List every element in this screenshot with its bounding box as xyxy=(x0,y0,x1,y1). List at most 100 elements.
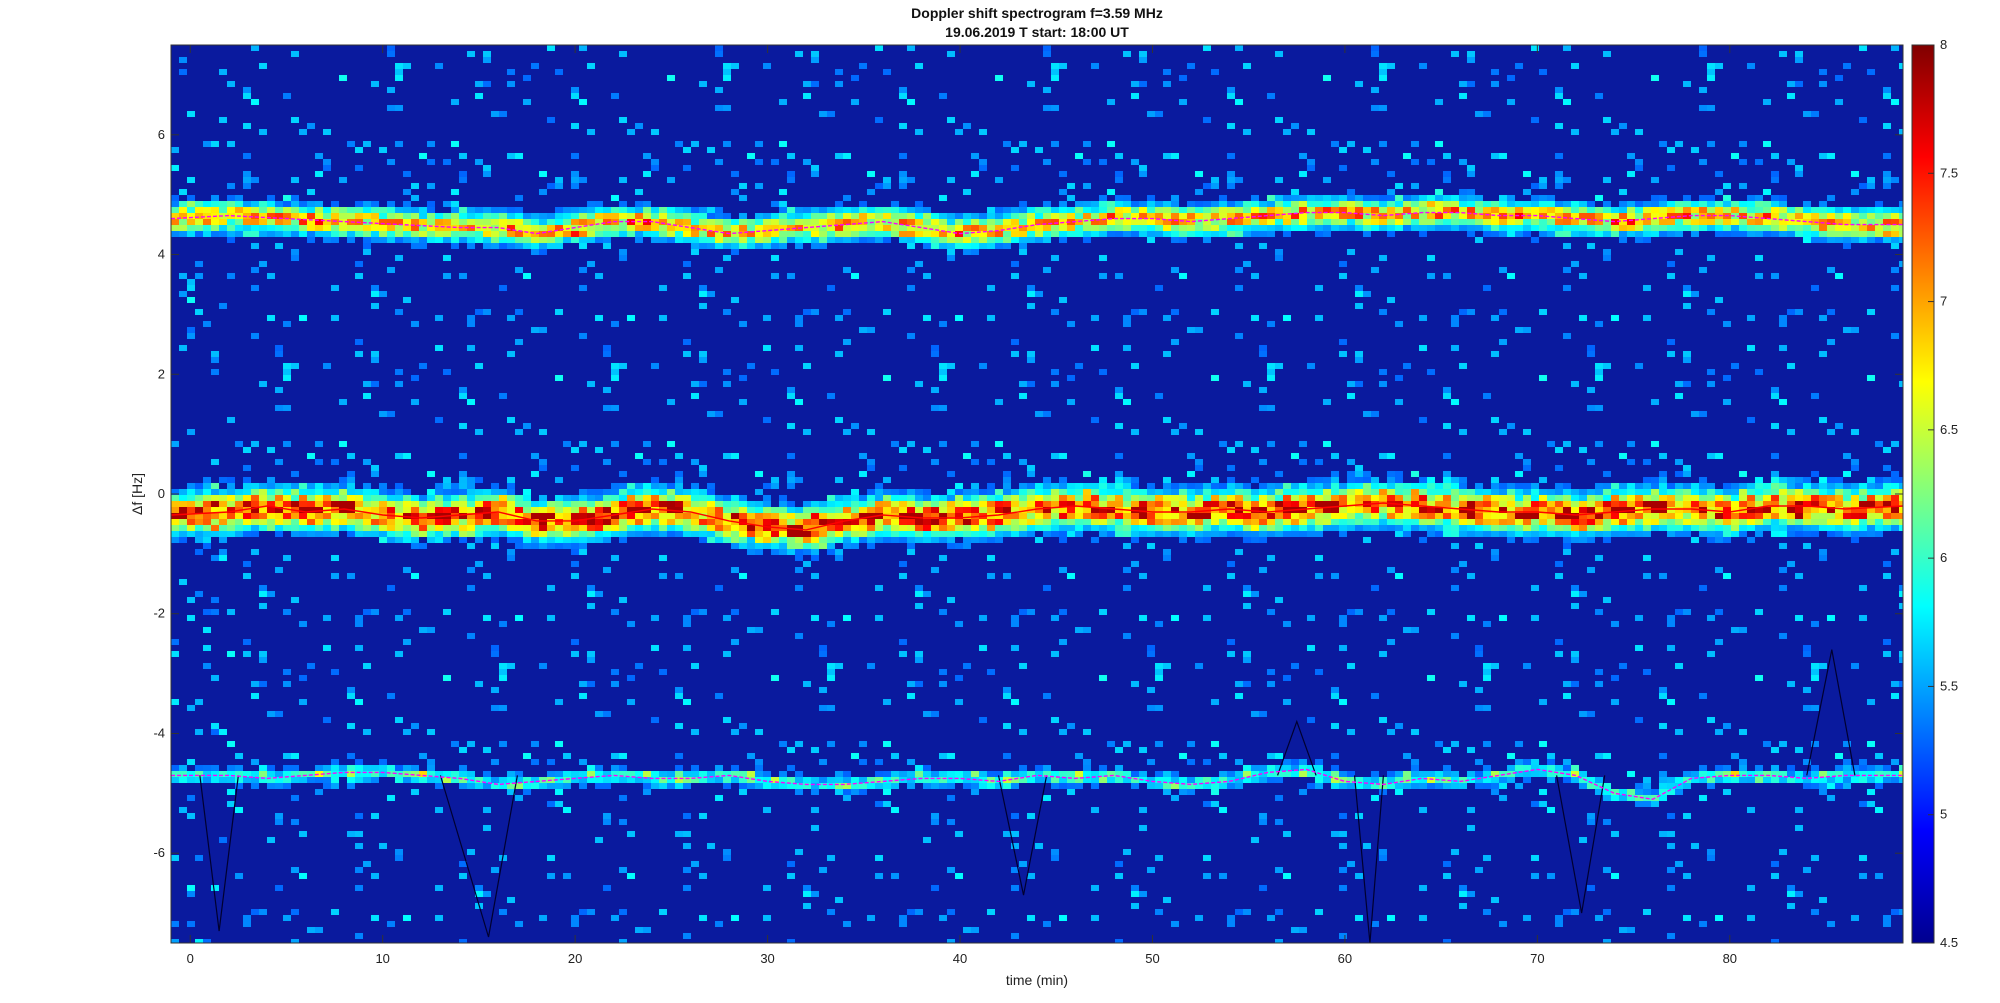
heatmap-cell xyxy=(835,201,843,207)
heatmap-cell xyxy=(515,219,523,225)
heatmap-cell xyxy=(1195,219,1203,225)
heatmap-cell xyxy=(419,753,427,759)
heatmap-cell xyxy=(587,219,595,225)
heatmap-cell xyxy=(1451,531,1459,537)
heatmap-cell xyxy=(939,915,947,921)
heatmap-cell xyxy=(1043,507,1051,513)
heatmap-cell xyxy=(475,513,483,519)
heatmap-cell xyxy=(211,765,219,771)
heatmap-cell xyxy=(1011,777,1019,783)
heatmap-cell xyxy=(1451,495,1459,501)
heatmap-cell xyxy=(1483,531,1491,537)
heatmap-cell xyxy=(475,363,483,369)
heatmap-cell xyxy=(339,513,347,519)
heatmap-cell xyxy=(1595,531,1603,537)
heatmap-cell xyxy=(491,759,499,765)
heatmap-cell xyxy=(691,609,699,615)
heatmap-cell xyxy=(675,519,683,525)
heatmap-cell xyxy=(571,465,579,471)
heatmap-cell xyxy=(1155,531,1163,537)
heatmap-cell xyxy=(555,519,563,525)
heatmap-cell xyxy=(875,225,883,231)
heatmap-cell xyxy=(603,567,611,573)
heatmap-cell xyxy=(1443,747,1451,753)
heatmap-cell xyxy=(1027,873,1035,879)
heatmap-cell xyxy=(1419,219,1427,225)
heatmap-cell xyxy=(1211,525,1219,531)
heatmap-cell xyxy=(571,771,579,777)
heatmap-cell xyxy=(811,237,819,243)
heatmap-cell xyxy=(1435,783,1443,789)
heatmap-cell xyxy=(323,483,331,489)
heatmap-cell xyxy=(435,525,443,531)
heatmap-cell xyxy=(987,777,995,783)
heatmap-cell xyxy=(1171,207,1179,213)
heatmap-cell xyxy=(1467,213,1475,219)
heatmap-cell xyxy=(283,753,291,759)
heatmap-cell xyxy=(1539,219,1547,225)
heatmap-cell xyxy=(539,465,547,471)
heatmap-cell xyxy=(755,237,763,243)
heatmap-cell xyxy=(891,441,899,447)
heatmap-cell xyxy=(1059,237,1067,243)
heatmap-cell xyxy=(1531,519,1539,525)
heatmap-cell xyxy=(1083,471,1091,477)
heatmap-cell xyxy=(1507,273,1515,279)
heatmap-cell xyxy=(1211,483,1219,489)
heatmap-cell xyxy=(899,465,907,471)
heatmap-cell xyxy=(819,507,827,513)
heatmap-cell xyxy=(1011,489,1019,495)
heatmap-cell xyxy=(1355,291,1363,297)
heatmap-cell xyxy=(291,201,299,207)
heatmap-cell xyxy=(475,525,483,531)
heatmap-cell xyxy=(1323,477,1331,483)
heatmap-cell xyxy=(1187,507,1195,513)
heatmap-cell xyxy=(915,507,923,513)
heatmap-cell xyxy=(1243,537,1251,543)
heatmap-cell xyxy=(899,507,907,513)
heatmap-cell xyxy=(1035,237,1043,243)
heatmap-cell xyxy=(1331,723,1339,729)
heatmap-cell xyxy=(803,363,811,369)
heatmap-cell xyxy=(1131,561,1139,567)
heatmap-cell xyxy=(579,207,587,213)
heatmap-cell xyxy=(915,225,923,231)
heatmap-cell xyxy=(435,483,443,489)
heatmap-cell xyxy=(563,495,571,501)
heatmap-cell xyxy=(1459,483,1467,489)
heatmap-cell xyxy=(395,495,403,501)
heatmap-cell xyxy=(611,441,619,447)
heatmap-cell xyxy=(1483,519,1491,525)
heatmap-cell xyxy=(875,507,883,513)
heatmap-cell xyxy=(1603,531,1611,537)
heatmap-cell xyxy=(243,225,251,231)
heatmap-cell xyxy=(435,237,443,243)
heatmap-cell xyxy=(315,765,323,771)
heatmap-cell xyxy=(731,525,739,531)
heatmap-cell xyxy=(827,543,835,549)
heatmap-cell xyxy=(579,549,587,555)
heatmap-cell xyxy=(459,213,467,219)
heatmap-cell xyxy=(683,219,691,225)
heatmap-cell xyxy=(259,501,267,507)
heatmap-cell xyxy=(1539,201,1547,207)
heatmap-cell xyxy=(1547,201,1555,207)
heatmap-cell xyxy=(251,99,259,105)
heatmap-cell xyxy=(1115,861,1123,867)
heatmap-cell xyxy=(1459,513,1467,519)
heatmap-cell xyxy=(1523,519,1531,525)
heatmap-cell xyxy=(539,213,547,219)
heatmap-cell xyxy=(1491,519,1499,525)
heatmap-cell xyxy=(1347,477,1355,483)
heatmap-cell xyxy=(1107,771,1115,777)
heatmap-cell xyxy=(707,231,715,237)
heatmap-cell xyxy=(1339,843,1347,849)
heatmap-cell xyxy=(515,267,523,273)
heatmap-cell xyxy=(227,741,235,747)
heatmap-cell xyxy=(1187,225,1195,231)
heatmap-cell xyxy=(811,891,819,897)
heatmap-cell xyxy=(1515,471,1523,477)
heatmap-cell xyxy=(1203,801,1211,807)
heatmap-cell xyxy=(1395,207,1403,213)
heatmap-cell xyxy=(483,219,491,225)
